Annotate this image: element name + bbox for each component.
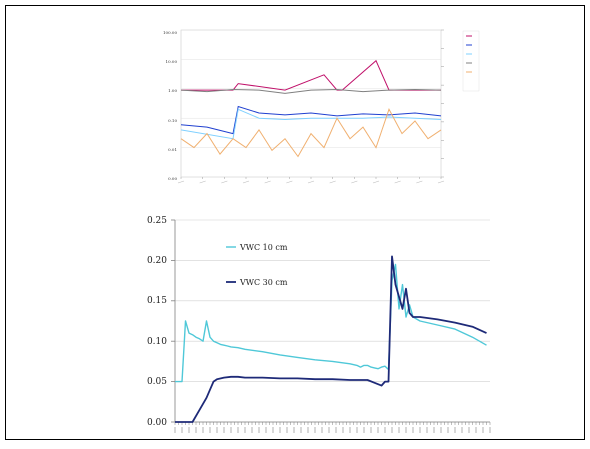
top-series	[180, 59, 442, 158]
bottom-y-tick-label: 0.15	[147, 296, 167, 306]
top-series-line	[180, 105, 442, 135]
top-x-tick-label-mark	[264, 180, 271, 184]
top-y-tick-label: 0.10	[168, 118, 177, 123]
series-line-vwc-30	[175, 255, 487, 423]
bottom-y-tick-labels: 0.25 0.20 0.15 0.10 0.05 0.00	[147, 216, 167, 428]
top-x-tick-label-mark	[437, 180, 445, 184]
top-x-tick-label-mark	[329, 180, 336, 184]
top-x-tick-label-mark	[286, 180, 293, 184]
top-x-tick-label-mark	[351, 180, 358, 184]
top-chart: 100.00 10.00 1.00 0.10 0.01 0.00	[163, 29, 480, 184]
top-legend	[462, 30, 480, 92]
top-x-tick-label-mark	[177, 180, 185, 184]
top-plot-area	[180, 29, 442, 178]
top-y-tick-labels: 100.00 10.00 1.00 0.10 0.01 0.00	[163, 30, 177, 181]
top-legend-box	[462, 30, 480, 92]
bottom-x-ticks	[174, 422, 491, 433]
top-x-tick-label-mark	[372, 180, 380, 184]
top-y-tick-label: 10.00	[166, 59, 178, 64]
top-series-line	[180, 108, 442, 140]
top-x-tick-label-mark	[242, 180, 250, 184]
top-series-line	[180, 108, 442, 158]
top-x-tick-label-mark	[199, 180, 206, 184]
top-y-tick-label: 0.00	[168, 176, 177, 181]
legend-label-vwc-10: VWC 10 cm	[239, 243, 288, 252]
bottom-chart: 0.25 0.20 0.15 0.10 0.05 0.00 VWC 10 cm …	[147, 216, 491, 433]
top-series-line	[180, 88, 442, 94]
top-y2-ticks	[441, 29, 444, 178]
bottom-y-tick-label: 0.10	[147, 337, 167, 347]
bottom-y-tick-label: 0.05	[147, 377, 167, 387]
top-x-tick-label-mark	[221, 180, 228, 184]
top-x-ticks	[177, 177, 445, 184]
top-x-tick-label-mark	[394, 180, 401, 184]
top-y-tick-label: 0.01	[168, 147, 177, 152]
bottom-legend: VWC 10 cm VWC 30 cm	[226, 243, 288, 287]
top-x-tick-label-mark	[416, 180, 423, 184]
bottom-y-tick-label: 0.25	[147, 216, 167, 226]
legend-label-vwc-30: VWC 30 cm	[239, 278, 288, 287]
top-y-tick-label: 1.00	[168, 88, 177, 93]
bottom-y-tick-label: 0.20	[147, 256, 167, 266]
top-y-tick-label: 100.00	[163, 30, 177, 35]
top-x-tick-label-mark	[307, 180, 315, 184]
bottom-y-tick-label: 0.00	[147, 418, 167, 428]
bottom-series	[175, 255, 487, 423]
